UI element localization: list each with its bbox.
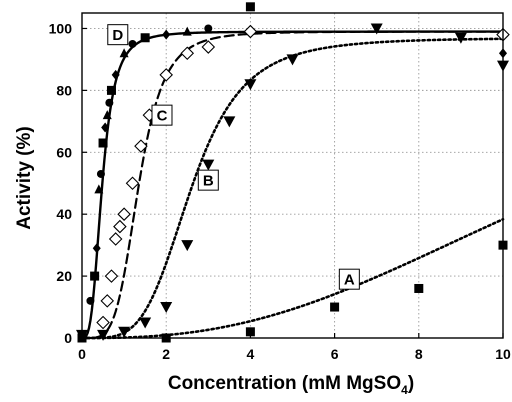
data-point-d (94, 184, 104, 194)
data-point-a (330, 302, 340, 312)
x-tick-label: 8 (415, 346, 423, 362)
data-point-d (204, 24, 213, 33)
data-point-b (244, 79, 257, 91)
curve-label-box-a (338, 268, 360, 290)
data-point-b (370, 23, 383, 35)
data-point-c (180, 46, 195, 61)
data-point-a (414, 283, 424, 293)
curve-label-box-d (107, 24, 129, 46)
y-tick-label: 80 (56, 82, 72, 98)
y-tick-label: 20 (56, 268, 72, 284)
plot-frame (81, 12, 504, 339)
data-point-d (102, 110, 112, 120)
x-axis-title-main: Concentration (mM MgSO (168, 373, 401, 394)
data-point-b (223, 116, 236, 128)
curve-labels: A B C D (107, 24, 360, 290)
curve-label-d: D (112, 27, 123, 44)
data-points (76, 2, 510, 343)
y-tick-label: 100 (49, 20, 73, 36)
data-point-b (160, 302, 173, 314)
data-point-d (105, 98, 114, 107)
curve-label-b: B (203, 173, 214, 190)
data-point-c (243, 24, 258, 39)
data-point-c (113, 219, 127, 234)
data-point-d (106, 85, 116, 95)
x-axis-title-suffix: ) (408, 373, 414, 394)
data-point-d (162, 29, 171, 40)
data-point-d (92, 243, 101, 254)
data-point-b (97, 329, 110, 341)
data-point-d (128, 39, 137, 48)
data-point-b (454, 32, 467, 44)
data-point-d (111, 69, 120, 80)
data-point-c (100, 294, 115, 308)
data-point-c (104, 269, 119, 283)
data-point-d (245, 2, 255, 12)
x-tick-label: 10 (495, 346, 511, 362)
data-point-d (96, 169, 105, 178)
data-point-b (139, 317, 152, 329)
x-tick-label: 4 (247, 346, 255, 362)
data-point-b (202, 159, 215, 171)
curve-label-box-c (151, 104, 173, 126)
fit-curves (80, 30, 505, 340)
data-point-d (119, 48, 129, 58)
fit-curve-d (80, 30, 505, 340)
curve-label-c: C (157, 108, 168, 125)
data-point-c (134, 139, 148, 153)
fit-curve-b (80, 37, 505, 340)
y-tick-label: 0 (64, 330, 72, 346)
data-point-d (90, 271, 100, 281)
fit-curve-a (80, 217, 505, 340)
data-point-d (140, 33, 150, 43)
curve-label-box-b (197, 169, 219, 191)
fit-curve-c (80, 30, 505, 340)
data-point-c (117, 207, 131, 221)
data-point-c (159, 68, 173, 82)
data-point-d (101, 122, 110, 133)
curve-label-a: A (344, 272, 355, 289)
data-point-b (118, 326, 131, 338)
data-point-d (86, 296, 95, 305)
x-tick-label: 2 (162, 346, 170, 362)
data-point-c (201, 40, 216, 54)
data-point-b (286, 54, 299, 66)
y-tick-label: 60 (56, 144, 72, 160)
data-point-b (181, 240, 194, 252)
x-axis-title-subscript: 4 (401, 383, 408, 397)
x-axis-title: Concentration (mM MgSO4) (168, 373, 414, 397)
x-tick-label: 6 (331, 346, 339, 362)
data-point-d (182, 26, 192, 36)
y-tick-label: 40 (56, 206, 72, 222)
data-point-c (96, 315, 110, 330)
data-point-a (245, 327, 255, 337)
data-point-c (108, 232, 123, 246)
data-point-c (125, 176, 140, 191)
data-point-d (98, 138, 108, 148)
x-tick-label: 0 (78, 346, 86, 362)
y-axis-title: Activity (%) (14, 126, 35, 229)
